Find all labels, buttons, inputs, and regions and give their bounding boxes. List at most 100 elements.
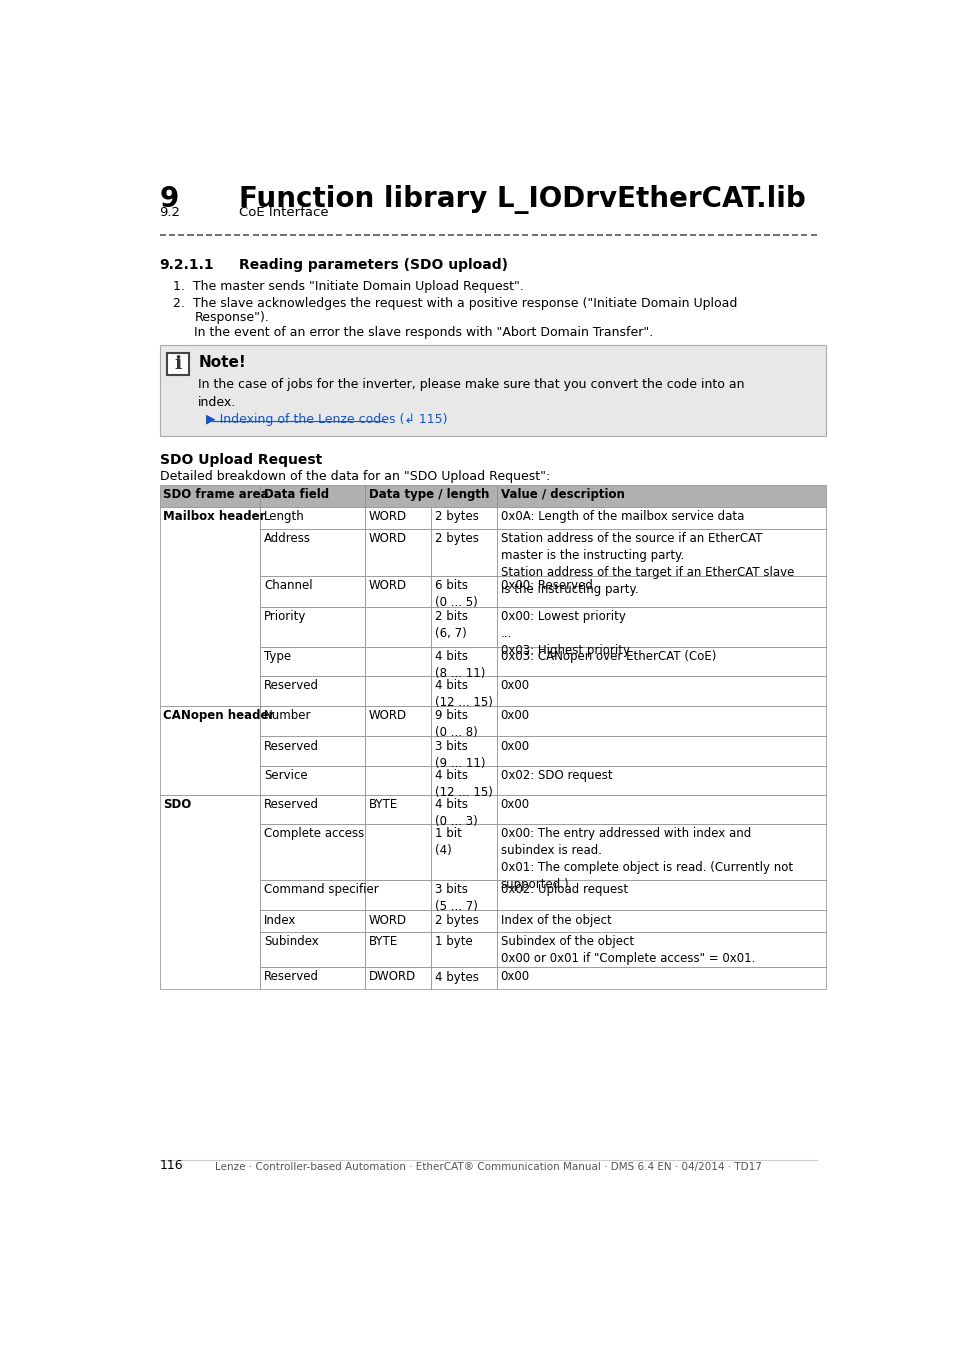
Text: 0x02: SDO request: 0x02: SDO request xyxy=(500,768,612,782)
Bar xyxy=(497,910,825,932)
Bar xyxy=(260,608,365,647)
Text: Reserved: Reserved xyxy=(264,798,319,811)
Bar xyxy=(365,706,431,736)
Bar xyxy=(365,765,431,795)
Bar xyxy=(159,346,825,436)
Bar xyxy=(260,736,365,765)
Bar xyxy=(159,486,260,508)
Text: Index: Index xyxy=(264,914,296,926)
Text: i: i xyxy=(174,355,182,373)
Bar xyxy=(431,528,497,576)
Text: 9: 9 xyxy=(159,185,178,213)
Text: 2 bits
(6, 7): 2 bits (6, 7) xyxy=(435,610,467,640)
Bar xyxy=(365,910,431,932)
Text: 0x00: 0x00 xyxy=(500,709,529,722)
Bar xyxy=(497,486,825,508)
Bar xyxy=(431,576,497,608)
Text: SDO frame area: SDO frame area xyxy=(163,489,269,501)
Bar xyxy=(260,706,365,736)
Bar xyxy=(167,352,189,374)
Bar xyxy=(497,647,825,676)
Text: CoE Interface: CoE Interface xyxy=(239,207,329,219)
Bar xyxy=(260,508,365,528)
Text: DWORD: DWORD xyxy=(369,971,416,984)
Text: Channel: Channel xyxy=(264,579,313,593)
Bar xyxy=(260,910,365,932)
Text: 4 bits
(12 ... 15): 4 bits (12 ... 15) xyxy=(435,768,492,799)
Bar xyxy=(431,608,497,647)
Text: 1 bit
(4): 1 bit (4) xyxy=(435,828,461,857)
Text: Reserved: Reserved xyxy=(264,740,319,752)
Text: SDO Upload Request: SDO Upload Request xyxy=(159,454,321,467)
Text: 2.  The slave acknowledges the request with a positive response ("Initiate Domai: 2. The slave acknowledges the request wi… xyxy=(173,297,737,309)
Bar xyxy=(365,795,431,825)
Text: BYTE: BYTE xyxy=(369,936,397,948)
Bar xyxy=(497,825,825,880)
Text: 4 bits
(8 ... 11): 4 bits (8 ... 11) xyxy=(435,651,484,680)
Text: 9.2: 9.2 xyxy=(159,207,180,219)
Bar xyxy=(497,676,825,706)
Bar xyxy=(365,576,431,608)
Text: SDO: SDO xyxy=(163,798,192,811)
Text: WORD: WORD xyxy=(369,579,407,593)
Bar xyxy=(497,931,825,968)
Bar xyxy=(365,825,431,880)
Text: 2 bytes: 2 bytes xyxy=(435,914,478,926)
Text: Service: Service xyxy=(264,768,308,782)
Text: 4 bits
(12 ... 15): 4 bits (12 ... 15) xyxy=(435,679,492,710)
Text: In the case of jobs for the inverter, please make sure that you convert the code: In the case of jobs for the inverter, pl… xyxy=(198,378,744,409)
Bar xyxy=(365,880,431,910)
Bar xyxy=(365,508,431,528)
Text: Detailed breakdown of the data for an "SDO Upload Request":: Detailed breakdown of the data for an "S… xyxy=(159,470,549,483)
Text: ▶ Indexing of the Lenze codes (↲ 115): ▶ Indexing of the Lenze codes (↲ 115) xyxy=(206,413,447,427)
Bar xyxy=(497,528,825,576)
Text: Number: Number xyxy=(264,709,312,722)
Bar xyxy=(431,765,497,795)
Text: Reading parameters (SDO upload): Reading parameters (SDO upload) xyxy=(239,258,508,273)
Text: 0x00: 0x00 xyxy=(500,679,529,693)
Text: 0x00: 0x00 xyxy=(500,740,529,752)
Text: Lenze · Controller-based Automation · EtherCAT® Communication Manual · DMS 6.4 E: Lenze · Controller-based Automation · Et… xyxy=(215,1162,761,1172)
Bar xyxy=(365,486,497,508)
Text: 1 byte: 1 byte xyxy=(435,936,472,948)
Text: Subindex: Subindex xyxy=(264,936,318,948)
Bar xyxy=(260,676,365,706)
Text: Complete access: Complete access xyxy=(264,828,364,840)
Bar xyxy=(365,968,431,990)
Text: 0x00: The entry addressed with index and
subindex is read.
0x01: The complete ob: 0x00: The entry addressed with index and… xyxy=(500,828,792,891)
Text: Address: Address xyxy=(264,532,311,544)
Text: 0x03: CANopen over EtherCAT (CoE): 0x03: CANopen over EtherCAT (CoE) xyxy=(500,651,715,663)
Bar xyxy=(365,647,431,676)
Bar xyxy=(260,931,365,968)
Text: BYTE: BYTE xyxy=(369,798,397,811)
Text: WORD: WORD xyxy=(369,709,407,722)
Text: 4 bytes: 4 bytes xyxy=(435,971,478,984)
Bar xyxy=(497,706,825,736)
Text: 0x00: Lowest priority
...
0x03: Highest priority: 0x00: Lowest priority ... 0x03: Highest … xyxy=(500,610,629,657)
Text: 0x00: Reserved: 0x00: Reserved xyxy=(500,579,592,593)
Bar xyxy=(431,968,497,990)
Bar xyxy=(431,910,497,932)
Bar xyxy=(497,576,825,608)
Text: Data type / length: Data type / length xyxy=(369,489,489,501)
Text: 0x00: 0x00 xyxy=(500,971,529,984)
Bar xyxy=(431,508,497,528)
Bar xyxy=(431,676,497,706)
Bar xyxy=(260,486,365,508)
Text: Response").: Response"). xyxy=(194,312,269,324)
Bar xyxy=(159,795,260,990)
Text: 2 bytes: 2 bytes xyxy=(435,510,478,522)
Bar xyxy=(431,647,497,676)
Text: 2 bytes: 2 bytes xyxy=(435,532,478,544)
Bar xyxy=(260,576,365,608)
Text: 9 bits
(0 ... 8): 9 bits (0 ... 8) xyxy=(435,709,476,738)
Text: Station address of the source if an EtherCAT
master is the instructing party.
St: Station address of the source if an Ethe… xyxy=(500,532,793,595)
Text: Mailbox header: Mailbox header xyxy=(163,510,266,522)
Bar xyxy=(497,765,825,795)
Text: 1.  The master sends "Initiate Domain Upload Request".: 1. The master sends "Initiate Domain Upl… xyxy=(173,279,524,293)
Text: Subindex of the object
0x00 or 0x01 if "Complete access" = 0x01.: Subindex of the object 0x00 or 0x01 if "… xyxy=(500,936,754,965)
Bar xyxy=(497,508,825,528)
Text: 4 bits
(0 ... 3): 4 bits (0 ... 3) xyxy=(435,798,476,828)
Bar xyxy=(365,736,431,765)
Bar xyxy=(497,608,825,647)
